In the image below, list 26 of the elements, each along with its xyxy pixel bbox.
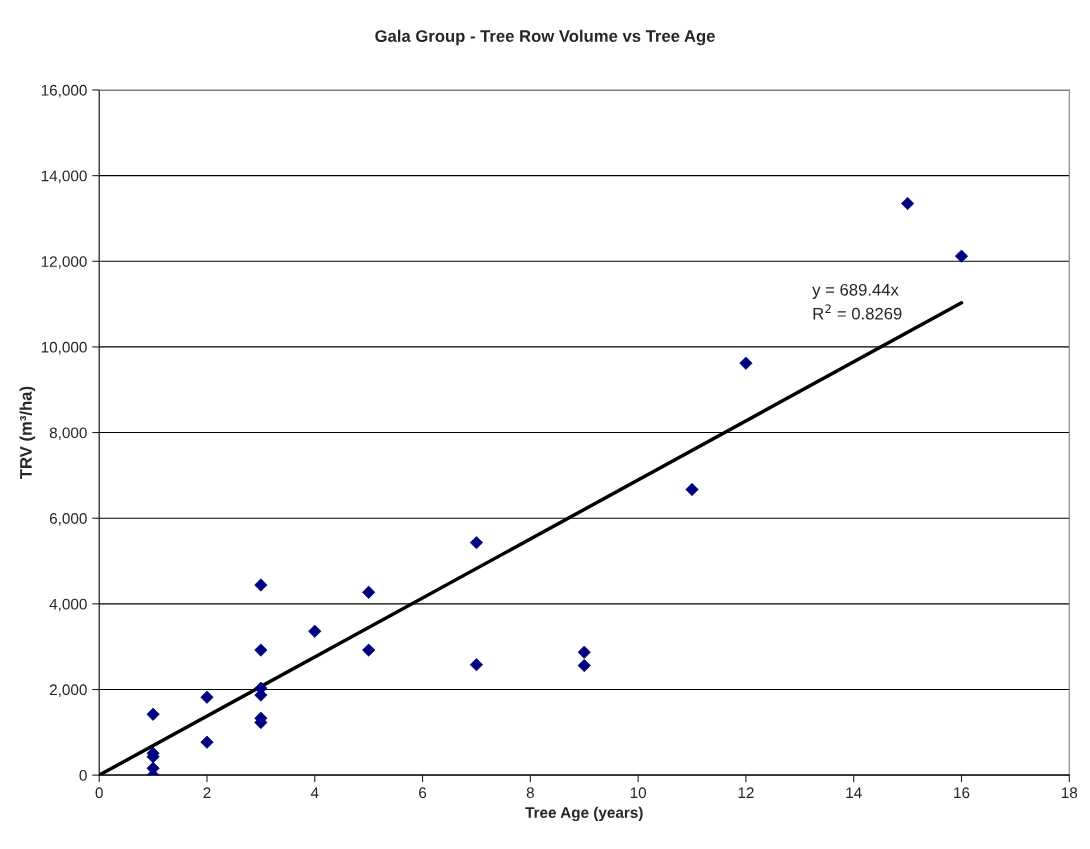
- x-tick-label: 0: [95, 787, 103, 799]
- x-tick-label: 12: [738, 787, 754, 799]
- y-tick-label: 12,000: [41, 256, 87, 269]
- y-tick-label: 2,000: [49, 684, 87, 697]
- y-tick-label: 10,000: [41, 341, 87, 355]
- x-tick-label: 18: [1061, 787, 1078, 799]
- y-tick-label: 6,000: [49, 513, 87, 526]
- x-tick-label: 10: [630, 787, 647, 799]
- annotation: R$^{2}$ = 0.8269: [813, 304, 902, 320]
- chart-title: Gala Group - Tree Row Volume vs Tree Age: [375, 29, 715, 46]
- x-tick-label: 2: [203, 787, 211, 799]
- x-tick-label: 4: [310, 787, 319, 799]
- point: [469, 658, 484, 672]
- y-tick-label: 16,000: [41, 84, 87, 98]
- x-tick-label: 6: [419, 787, 427, 799]
- y-tick-label: 8,000: [49, 427, 87, 441]
- y-axis-title: TRV (m³/ha): [19, 386, 36, 479]
- annotation: y = 689.44x: [812, 283, 899, 299]
- x-axis-title: Tree Age (years): [525, 806, 643, 822]
- x-tick-label: 16: [954, 787, 970, 799]
- point: [901, 196, 915, 211]
- y-tick-label: 0: [79, 770, 87, 781]
- y-tick-label: 14,000: [41, 170, 87, 184]
- y-tick-label: 4,000: [49, 598, 87, 612]
- x-tick-label: 8: [526, 787, 534, 799]
- x-tick-label: 14: [846, 787, 862, 799]
